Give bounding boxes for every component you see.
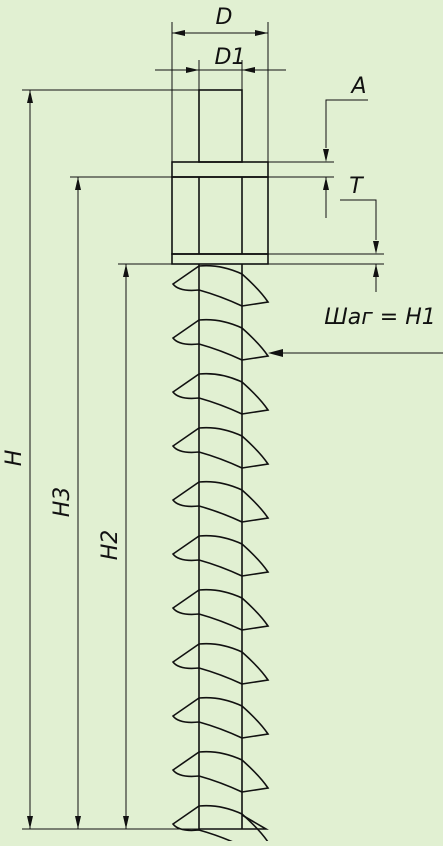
- label-t: T: [349, 174, 364, 199]
- auger-flight: [171, 750, 270, 793]
- pile-body: [171, 89, 270, 846]
- dimension-a: A: [268, 74, 368, 218]
- auger-flight: [171, 372, 270, 415]
- dimension-h2: H2: [98, 263, 172, 829]
- label-d: D: [216, 5, 233, 30]
- auger-flight: [171, 426, 270, 469]
- shaft-tip: [241, 814, 269, 830]
- auger-flight: [171, 534, 270, 577]
- label-h3: H3: [50, 487, 75, 518]
- label-h: H: [2, 450, 27, 467]
- sleeve: [171, 176, 269, 255]
- auger-flight: [171, 480, 270, 523]
- auger-flight: [171, 804, 270, 846]
- dimension-d1: D1: [155, 45, 286, 90]
- top-shaft: [198, 89, 243, 163]
- auger-flight: [171, 696, 270, 739]
- auger-spiral: [171, 264, 270, 846]
- label-d1: D1: [215, 45, 246, 70]
- pitch-leader: Шаг = H1: [268, 305, 443, 357]
- flange-plate: [171, 161, 269, 178]
- dimension-t: T: [268, 174, 384, 292]
- dimension-d: D: [171, 5, 269, 162]
- auger-flight: [171, 642, 270, 685]
- auger-flight: [171, 318, 270, 361]
- label-pitch: Шаг = H1: [324, 305, 436, 330]
- label-h2: H2: [98, 530, 123, 561]
- bottom-plate: [171, 253, 269, 265]
- dimension-h: H: [2, 89, 242, 830]
- auger-flight: [171, 264, 270, 307]
- dimension-h3: H3: [50, 176, 172, 829]
- auger-flight: [171, 588, 270, 631]
- label-a: A: [349, 74, 366, 99]
